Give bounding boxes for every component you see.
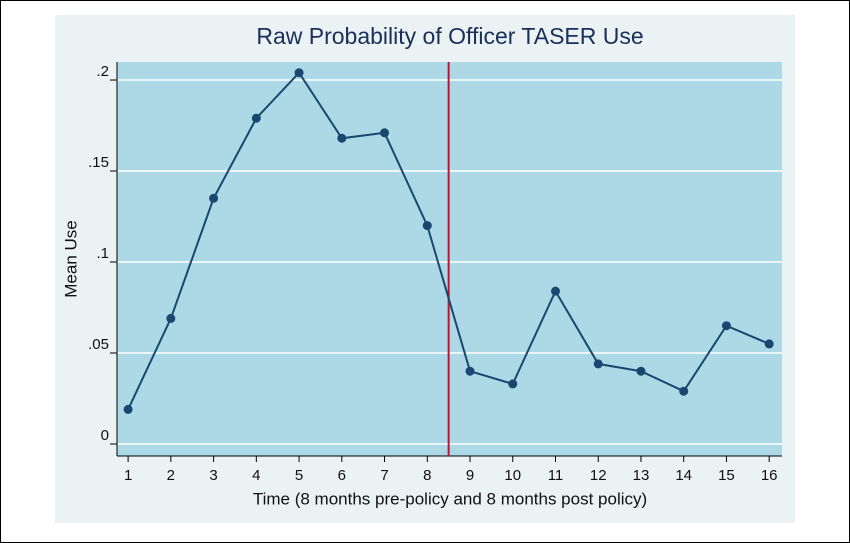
x-tick-label: 13 [633,467,650,484]
x-tick-label: 11 [548,467,564,484]
data-point [764,339,774,349]
y-tick-label: .1 [96,245,109,262]
x-axis-title: Time (8 months pre-policy and 8 months p… [253,489,647,508]
data-point [465,366,475,376]
data-point [636,366,646,376]
data-point [380,128,390,138]
x-tick-label: 4 [252,467,260,484]
x-tick-label: 2 [167,467,175,484]
data-point [209,193,219,203]
data-point [593,359,603,369]
x-tick-label: 5 [295,467,303,484]
x-tick-label: 10 [504,467,521,484]
x-tick-label: 8 [423,467,431,484]
data-point [337,133,347,143]
chart-title: Raw Probability of Officer TASER Use [256,23,643,49]
data-point [679,386,689,396]
x-tick-label: 3 [209,467,217,484]
y-tick-label: .05 [88,336,109,353]
data-point [123,404,133,414]
data-point [251,113,261,123]
x-tick-label: 1 [124,467,132,484]
data-point [550,286,560,296]
data-point [166,313,176,323]
x-tick-label: 9 [466,467,474,484]
data-line [127,71,770,410]
x-tick-label: 14 [675,467,692,484]
x-tick-label: 15 [718,467,735,484]
data-point [721,321,731,331]
data-point [294,68,304,78]
data-point [508,379,518,389]
y-axis-title: Mean Use [61,220,80,297]
x-tick-label: 6 [338,467,346,484]
y-tick-label: 0 [101,427,109,444]
y-tick-label: .2 [96,63,109,80]
x-tick-label: 12 [590,467,607,484]
x-tick-label: 16 [761,467,778,484]
y-tick-label: .15 [88,154,109,171]
data-point [422,221,432,231]
x-tick-label: 7 [380,467,388,484]
